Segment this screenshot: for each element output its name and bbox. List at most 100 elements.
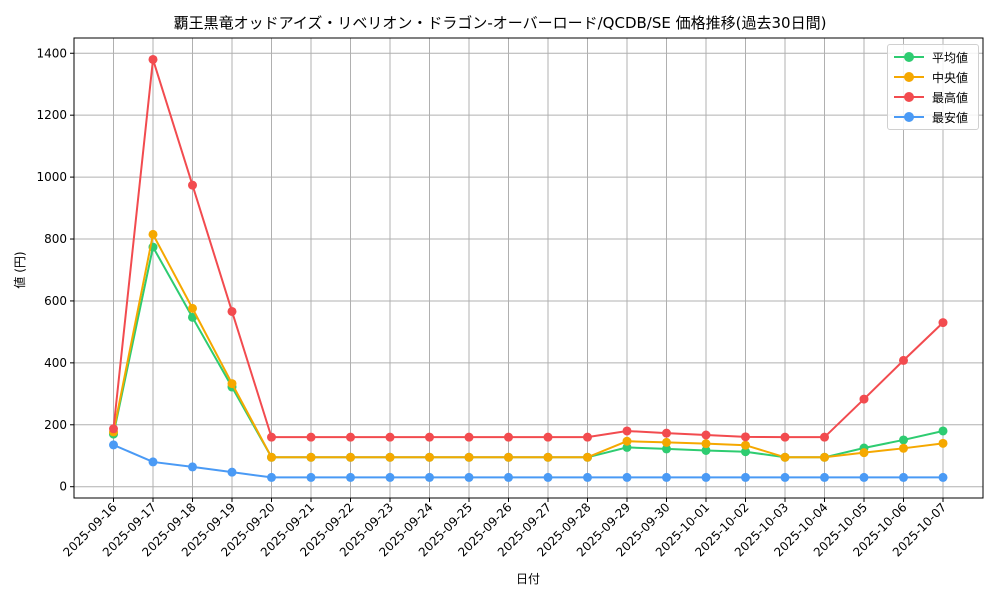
data-point <box>425 472 434 482</box>
legend-marker-icon <box>894 47 924 67</box>
data-point <box>188 462 197 472</box>
data-point <box>425 432 434 442</box>
data-point <box>346 472 355 482</box>
data-point <box>741 440 750 450</box>
series-中央値 <box>109 229 948 462</box>
data-point <box>662 444 671 454</box>
y-tick-label: 1000 <box>36 170 67 184</box>
data-point <box>741 447 750 457</box>
data-point <box>306 432 316 442</box>
data-point <box>346 452 355 462</box>
data-point <box>346 432 355 442</box>
series-平均値 <box>109 242 948 462</box>
data-point <box>622 472 632 482</box>
data-point <box>267 472 276 482</box>
y-axis-label: 値 (円) <box>12 251 27 288</box>
legend-item-max: 最高値 <box>894 87 968 107</box>
data-point <box>504 432 513 442</box>
legend-item-min: 最安値 <box>894 107 968 127</box>
data-point <box>622 436 632 446</box>
data-point <box>188 303 197 313</box>
data-point <box>583 472 592 482</box>
data-point <box>701 445 711 455</box>
legend-item-average: 平均値 <box>894 47 968 67</box>
data-point <box>899 435 908 445</box>
data-point <box>227 467 237 477</box>
legend-label: 平均値 <box>932 50 969 65</box>
data-point <box>780 452 790 462</box>
data-point <box>109 424 118 434</box>
data-point <box>780 432 790 442</box>
data-point <box>899 443 908 453</box>
grid-lines <box>74 38 983 498</box>
data-point <box>622 426 632 436</box>
data-point <box>662 437 671 447</box>
y-tick-label: 600 <box>44 294 67 308</box>
legend: 平均値 中央値 最高値 最安値 <box>887 44 979 130</box>
data-point <box>859 448 869 458</box>
y-tick-label: 0 <box>59 480 67 494</box>
data-point <box>385 472 395 482</box>
data-point <box>899 472 908 482</box>
data-point <box>820 432 829 442</box>
data-point <box>701 430 711 440</box>
data-point <box>425 452 434 462</box>
data-point <box>583 452 592 462</box>
legend-item-median: 中央値 <box>894 67 968 87</box>
y-tick-label: 1400 <box>36 46 67 60</box>
data-point <box>543 432 553 442</box>
plot-frame <box>73 37 984 499</box>
y-axis-ticks: 0 200 400 600 800 1000 1200 1400 <box>36 46 74 494</box>
series-最安値 <box>109 440 948 482</box>
data-point <box>464 432 474 442</box>
data-point <box>820 452 829 462</box>
data-point <box>385 452 395 462</box>
data-point <box>267 432 276 442</box>
y-tick-label: 400 <box>44 356 67 370</box>
legend-label: 中央値 <box>932 70 969 85</box>
data-point <box>938 438 948 448</box>
data-point <box>820 472 829 482</box>
legend-marker-icon <box>894 67 924 87</box>
data-point <box>188 180 197 190</box>
chart-title: 覇王黒竜オッドアイズ・リベリオン・ドラゴン-オーバーロード/QCDB/SE 価格… <box>173 14 827 32</box>
data-point <box>859 472 869 482</box>
y-tick-label: 200 <box>44 418 67 432</box>
data-point <box>306 452 316 462</box>
x-axis-label: 日付 <box>516 572 540 586</box>
data-point <box>109 440 118 450</box>
series-最高値 <box>109 54 948 442</box>
legend-marker-icon <box>894 87 924 107</box>
data-point <box>148 54 158 64</box>
data-point <box>148 457 158 467</box>
data-point <box>583 432 592 442</box>
data-point <box>899 355 908 365</box>
y-tick-label: 1200 <box>36 108 67 122</box>
data-point <box>938 472 948 482</box>
series-lines <box>109 54 948 482</box>
y-tick-label: 800 <box>44 232 67 246</box>
legend-marker-icon <box>894 107 924 127</box>
legend-label: 最高値 <box>932 90 969 105</box>
data-point <box>227 306 237 316</box>
data-point <box>504 472 513 482</box>
data-point <box>741 472 750 482</box>
data-point <box>543 472 553 482</box>
x-axis-ticks: 2025-09-162025-09-172025-09-182025-09-19… <box>60 498 949 559</box>
data-point <box>543 452 553 462</box>
data-point <box>938 318 948 328</box>
data-point <box>701 472 711 482</box>
data-point <box>741 432 750 442</box>
data-point <box>464 452 474 462</box>
data-point <box>701 439 711 449</box>
data-point <box>188 312 197 322</box>
data-point <box>662 428 671 438</box>
data-point <box>464 472 474 482</box>
data-point <box>385 432 395 442</box>
data-point <box>622 442 632 452</box>
legend-label: 最安値 <box>932 110 969 125</box>
data-point <box>859 394 869 404</box>
data-point <box>662 472 671 482</box>
data-point <box>780 472 790 482</box>
